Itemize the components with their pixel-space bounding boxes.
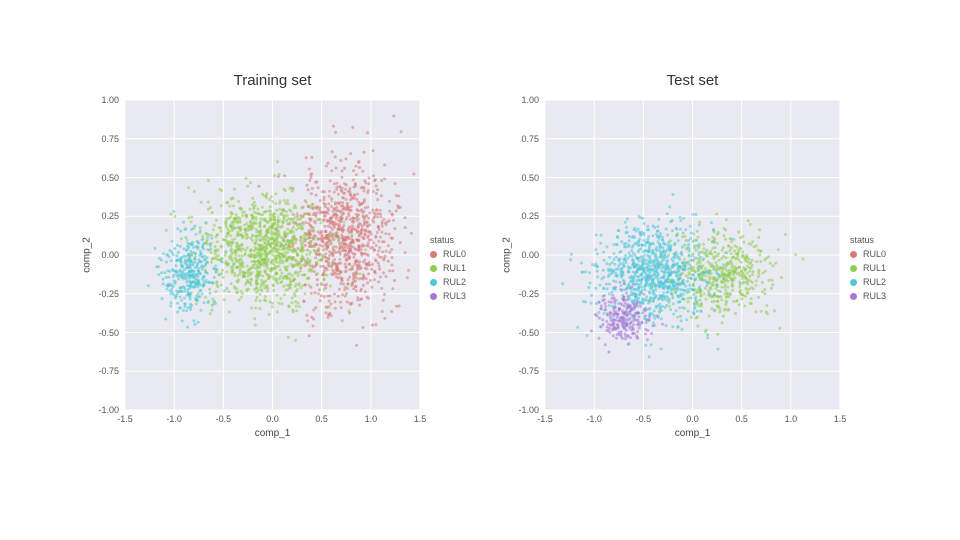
legend-item: RUL3 [430, 289, 466, 303]
legend-label: RUL0 [863, 249, 886, 259]
legend-item: RUL2 [850, 275, 886, 289]
legend-label: RUL2 [863, 277, 886, 287]
legend-title: status [430, 235, 466, 245]
legend-item: RUL0 [430, 247, 466, 261]
ytick-label: 1.00 [521, 95, 539, 105]
ytick-label: 0.50 [521, 173, 539, 183]
legend: status RUL0 RUL1 RUL2 RUL3 [430, 235, 466, 303]
x-axis-label: comp_1 [675, 428, 711, 439]
ytick-label: -0.25 [98, 289, 119, 299]
legend: status RUL0 RUL1 RUL2 RUL3 [850, 235, 886, 303]
panel-training: Training set-1.5-1.0-0.50.00.51.01.5-1.0… [125, 100, 420, 410]
legend-swatch [430, 251, 437, 258]
legend-swatch [850, 265, 857, 272]
ytick-label: -0.50 [98, 328, 119, 338]
ytick-label: -0.25 [518, 289, 539, 299]
legend-item: RUL1 [430, 261, 466, 275]
panel-title: Test set [667, 72, 719, 89]
y-axis-label: comp_2 [502, 237, 513, 273]
legend-label: RUL2 [443, 277, 466, 287]
ytick-label: 0.00 [101, 250, 119, 260]
ytick-label: 1.00 [101, 95, 119, 105]
xtick-label: -1.0 [586, 414, 602, 424]
xtick-label: 0.5 [315, 414, 328, 424]
legend-label: RUL3 [443, 291, 466, 301]
ytick-label: 0.50 [101, 173, 119, 183]
xtick-label: -1.5 [117, 414, 133, 424]
xtick-label: 0.5 [735, 414, 748, 424]
ytick-label: 0.75 [521, 134, 539, 144]
ytick-label: 0.25 [101, 211, 119, 221]
series-RUL0 [257, 115, 415, 347]
y-axis-label: comp_2 [82, 237, 93, 273]
series-RUL2 [147, 210, 229, 329]
xtick-label: 1.5 [414, 414, 427, 424]
ytick-label: 0.75 [101, 134, 119, 144]
legend-label: RUL3 [863, 291, 886, 301]
legend-item: RUL3 [850, 289, 886, 303]
ytick-label: -0.75 [518, 366, 539, 376]
legend-item: RUL1 [850, 261, 886, 275]
figure-root: Training set -1.5 -1.0 -0.5 0.0 0.5 1.0 1.5 -1.0… [0, 0, 960, 540]
xtick-label: 1.0 [365, 414, 378, 424]
ytick-label: 0.00 [521, 250, 539, 260]
legend-title: status [850, 235, 886, 245]
legend-label: RUL1 [443, 263, 466, 273]
xtick-label: 1.5 [834, 414, 847, 424]
ytick-label: 0.25 [521, 211, 539, 221]
xtick-label: 0.0 [266, 414, 279, 424]
legend-swatch [430, 293, 437, 300]
xtick-label: 0.0 [686, 414, 699, 424]
plot-svg [545, 100, 840, 410]
legend-label: RUL0 [443, 249, 466, 259]
legend-swatch [430, 265, 437, 272]
ytick-label: -1.00 [98, 405, 119, 415]
panel-test: Test set-1.5-1.0-0.50.00.51.01.5-1.00-0.… [545, 100, 840, 410]
legend-swatch [430, 279, 437, 286]
plot-area [545, 100, 840, 410]
legend-swatch [850, 293, 857, 300]
ytick-label: -0.50 [518, 328, 539, 338]
xtick-label: -1.5 [537, 414, 553, 424]
xtick-label: 1.0 [785, 414, 798, 424]
legend-label: RUL1 [863, 263, 886, 273]
x-axis-label: comp_1 [255, 428, 291, 439]
legend-item: RUL0 [850, 247, 886, 261]
plot-area [125, 100, 420, 410]
plot-svg [125, 100, 420, 410]
ytick-label: -0.75 [98, 366, 119, 376]
xtick-label: -0.5 [216, 414, 232, 424]
xtick-label: -1.0 [166, 414, 182, 424]
legend-swatch [850, 251, 857, 258]
legend-item: RUL2 [430, 275, 466, 289]
legend-swatch [850, 279, 857, 286]
ytick-label: -1.00 [518, 405, 539, 415]
panel-title: Training set [234, 72, 312, 89]
xtick-label: -0.5 [636, 414, 652, 424]
